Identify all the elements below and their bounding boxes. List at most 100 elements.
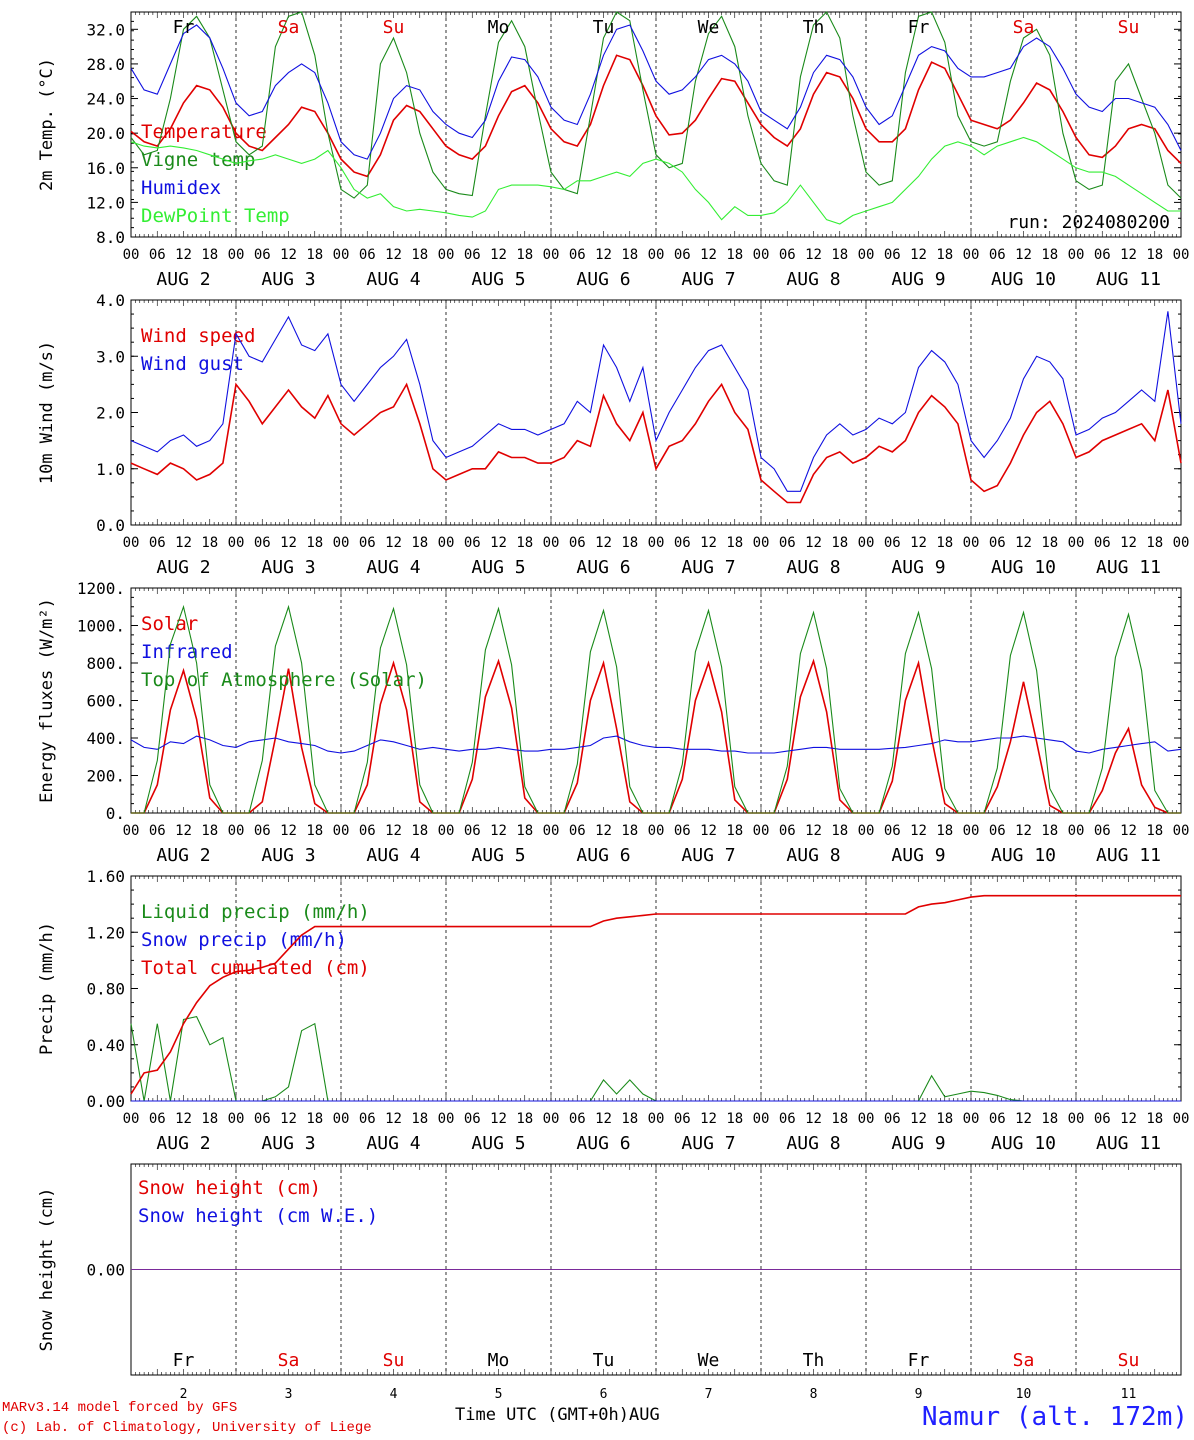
date-label: AUG 2 xyxy=(156,557,210,578)
hour-tick-label: 18 xyxy=(621,823,638,839)
date-label: AUG 8 xyxy=(786,1133,840,1154)
date-label: AUG 2 xyxy=(156,1133,210,1154)
hour-tick-label: 00 xyxy=(123,247,140,263)
legend-wind-gust: Wind gust xyxy=(141,353,244,375)
hour-tick-label: 00 xyxy=(648,823,665,839)
hour-tick-label: 06 xyxy=(989,535,1006,551)
hour-tick-label: 18 xyxy=(516,823,533,839)
hour-tick-label: 18 xyxy=(411,823,428,839)
hour-tick-label: 06 xyxy=(464,535,481,551)
hour-tick-label: 18 xyxy=(516,247,533,263)
day-name-top: We xyxy=(698,17,720,38)
hour-tick-label: 00 xyxy=(438,823,455,839)
hour-tick-label: 12 xyxy=(700,535,717,551)
date-label: AUG 6 xyxy=(576,845,630,866)
day-name-bottom: Fr xyxy=(908,1350,930,1371)
hour-tick-label: 00 xyxy=(753,823,770,839)
lab-credit: (c) Lab. of Climatology, University of L… xyxy=(2,1420,372,1436)
day-name-top: Mo xyxy=(488,17,510,38)
model-credit: MARv3.14 model forced by GFS xyxy=(2,1400,238,1416)
day-name-top: Su xyxy=(383,17,405,38)
hour-tick-label: 00 xyxy=(1068,823,1085,839)
legend-top-of-atmosphere-solar-: Top of Atmosphere (Solar) xyxy=(141,669,427,691)
y-tick-label: 0.00 xyxy=(86,1092,125,1111)
hour-tick-label: 12 xyxy=(1015,535,1032,551)
legend-wind-speed: Wind speed xyxy=(141,325,255,347)
date-label: AUG 3 xyxy=(261,1133,315,1154)
hour-tick-label: 00 xyxy=(1173,247,1190,263)
hour-tick-label: 12 xyxy=(910,535,927,551)
date-label: AUG 2 xyxy=(156,269,210,290)
hour-tick-label: 06 xyxy=(254,247,271,263)
hour-tick-label: 18 xyxy=(201,247,218,263)
y-tick-label: 200. xyxy=(86,767,125,786)
hour-tick-label: 12 xyxy=(280,247,297,263)
y-tick-label: 32.0 xyxy=(86,20,125,39)
y-tick-label: 400. xyxy=(86,729,125,748)
hour-tick-label: 18 xyxy=(1041,535,1058,551)
hour-tick-label: 18 xyxy=(516,1111,533,1127)
day-number: 6 xyxy=(600,1387,608,1402)
hour-tick-label: 06 xyxy=(884,823,901,839)
hour-tick-label: 06 xyxy=(254,535,271,551)
day-number: 2 xyxy=(180,1387,188,1402)
hour-tick-label: 18 xyxy=(621,535,638,551)
hour-tick-label: 00 xyxy=(963,823,980,839)
hour-tick-label: 06 xyxy=(569,247,586,263)
y-tick-label: 0.40 xyxy=(86,1036,125,1055)
hour-tick-label: 00 xyxy=(228,535,245,551)
hour-tick-label: 12 xyxy=(385,1111,402,1127)
hour-tick-label: 00 xyxy=(963,535,980,551)
hour-tick-label: 06 xyxy=(359,535,376,551)
date-label: AUG 10 xyxy=(991,269,1056,290)
series-line-humidex xyxy=(130,24,1182,160)
y-tick-label: 2.0 xyxy=(96,404,125,423)
hour-tick-label: 18 xyxy=(936,535,953,551)
hour-tick-label: 06 xyxy=(674,823,691,839)
date-label: AUG 11 xyxy=(1096,1133,1161,1154)
hour-tick-label: 00 xyxy=(1173,1111,1190,1127)
hour-tick-label: 12 xyxy=(175,535,192,551)
hour-tick-label: 06 xyxy=(989,1111,1006,1127)
hour-tick-label: 00 xyxy=(543,535,560,551)
hour-tick-label: 00 xyxy=(1068,247,1085,263)
station-name: Namur (alt. 172m) xyxy=(921,1402,1188,1432)
hour-tick-label: 00 xyxy=(543,1111,560,1127)
hour-tick-label: 12 xyxy=(280,823,297,839)
hour-tick-label: 18 xyxy=(1146,823,1163,839)
hour-tick-label: 06 xyxy=(569,823,586,839)
hour-tick-label: 12 xyxy=(805,247,822,263)
day-name-bottom: Su xyxy=(383,1350,405,1371)
hour-tick-label: 18 xyxy=(831,823,848,839)
date-label: AUG 8 xyxy=(786,269,840,290)
hour-tick-label: 06 xyxy=(779,823,796,839)
hour-tick-label: 06 xyxy=(149,823,166,839)
date-label: AUG 7 xyxy=(681,269,735,290)
y-tick-label: 1000. xyxy=(77,617,125,636)
y-tick-label: 0.0 xyxy=(96,516,125,535)
hour-tick-label: 18 xyxy=(201,1111,218,1127)
hour-tick-label: 00 xyxy=(123,535,140,551)
hour-tick-label: 12 xyxy=(490,535,507,551)
run-label: run: 2024080200 xyxy=(1007,212,1170,233)
hour-tick-label: 00 xyxy=(333,535,350,551)
hour-tick-label: 06 xyxy=(149,1111,166,1127)
y-axis-label: Energy fluxes (W/m²) xyxy=(37,598,57,803)
y-axis-label: Precip (mm/h) xyxy=(37,922,57,1055)
hour-tick-label: 12 xyxy=(595,247,612,263)
date-label: AUG 8 xyxy=(786,845,840,866)
hour-tick-label: 00 xyxy=(1173,535,1190,551)
hour-tick-label: 18 xyxy=(621,247,638,263)
panel-frame xyxy=(130,299,1182,526)
legend-solar: Solar xyxy=(141,613,198,635)
date-label: AUG 3 xyxy=(261,269,315,290)
date-label: AUG 5 xyxy=(471,1133,525,1154)
hour-tick-label: 06 xyxy=(359,1111,376,1127)
day-number: 7 xyxy=(705,1387,713,1402)
hour-tick-label: 06 xyxy=(149,247,166,263)
hour-tick-label: 12 xyxy=(700,247,717,263)
hour-tick-label: 00 xyxy=(1173,823,1190,839)
date-label: AUG 3 xyxy=(261,557,315,578)
hour-tick-label: 18 xyxy=(831,1111,848,1127)
